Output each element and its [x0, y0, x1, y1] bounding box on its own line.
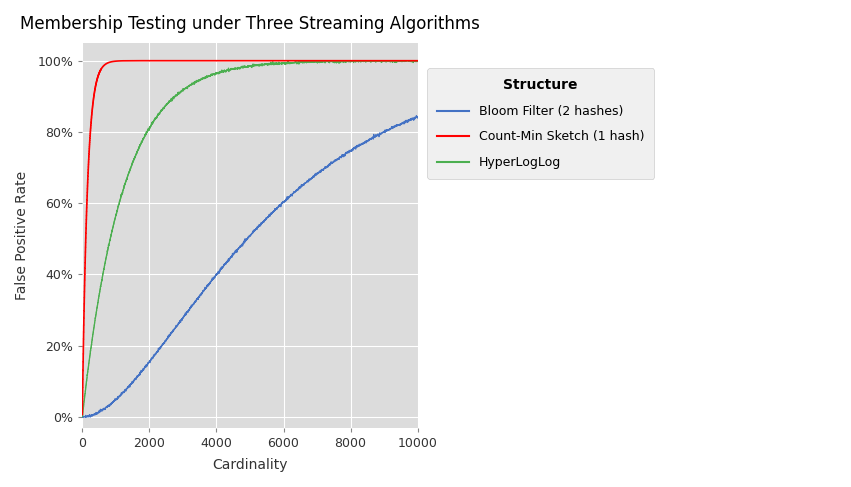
X-axis label: Cardinality: Cardinality: [212, 458, 288, 472]
Legend: Bloom Filter (2 hashes), Count-Min Sketch (1 hash), HyperLogLog: Bloom Filter (2 hashes), Count-Min Sketc…: [427, 68, 654, 179]
Title: Membership Testing under Three Streaming Algorithms: Membership Testing under Three Streaming…: [20, 15, 480, 33]
Y-axis label: False Positive Rate: False Positive Rate: [15, 171, 29, 300]
